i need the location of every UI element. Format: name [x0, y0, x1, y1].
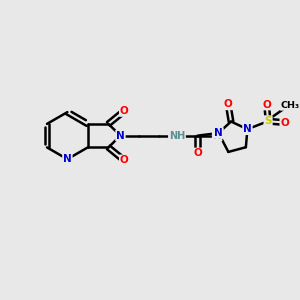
Text: O: O [120, 155, 129, 165]
Text: N: N [213, 131, 221, 141]
Text: CH₃: CH₃ [280, 101, 300, 110]
Text: S: S [264, 116, 272, 126]
Text: O: O [193, 148, 202, 158]
Text: N: N [116, 131, 125, 141]
Text: N: N [214, 128, 223, 138]
Text: NH: NH [169, 131, 185, 141]
Text: O: O [224, 99, 233, 109]
Text: N: N [243, 124, 252, 134]
Text: O: O [262, 100, 271, 110]
Text: O: O [120, 106, 129, 116]
Text: N: N [63, 154, 72, 164]
Text: O: O [280, 118, 289, 128]
